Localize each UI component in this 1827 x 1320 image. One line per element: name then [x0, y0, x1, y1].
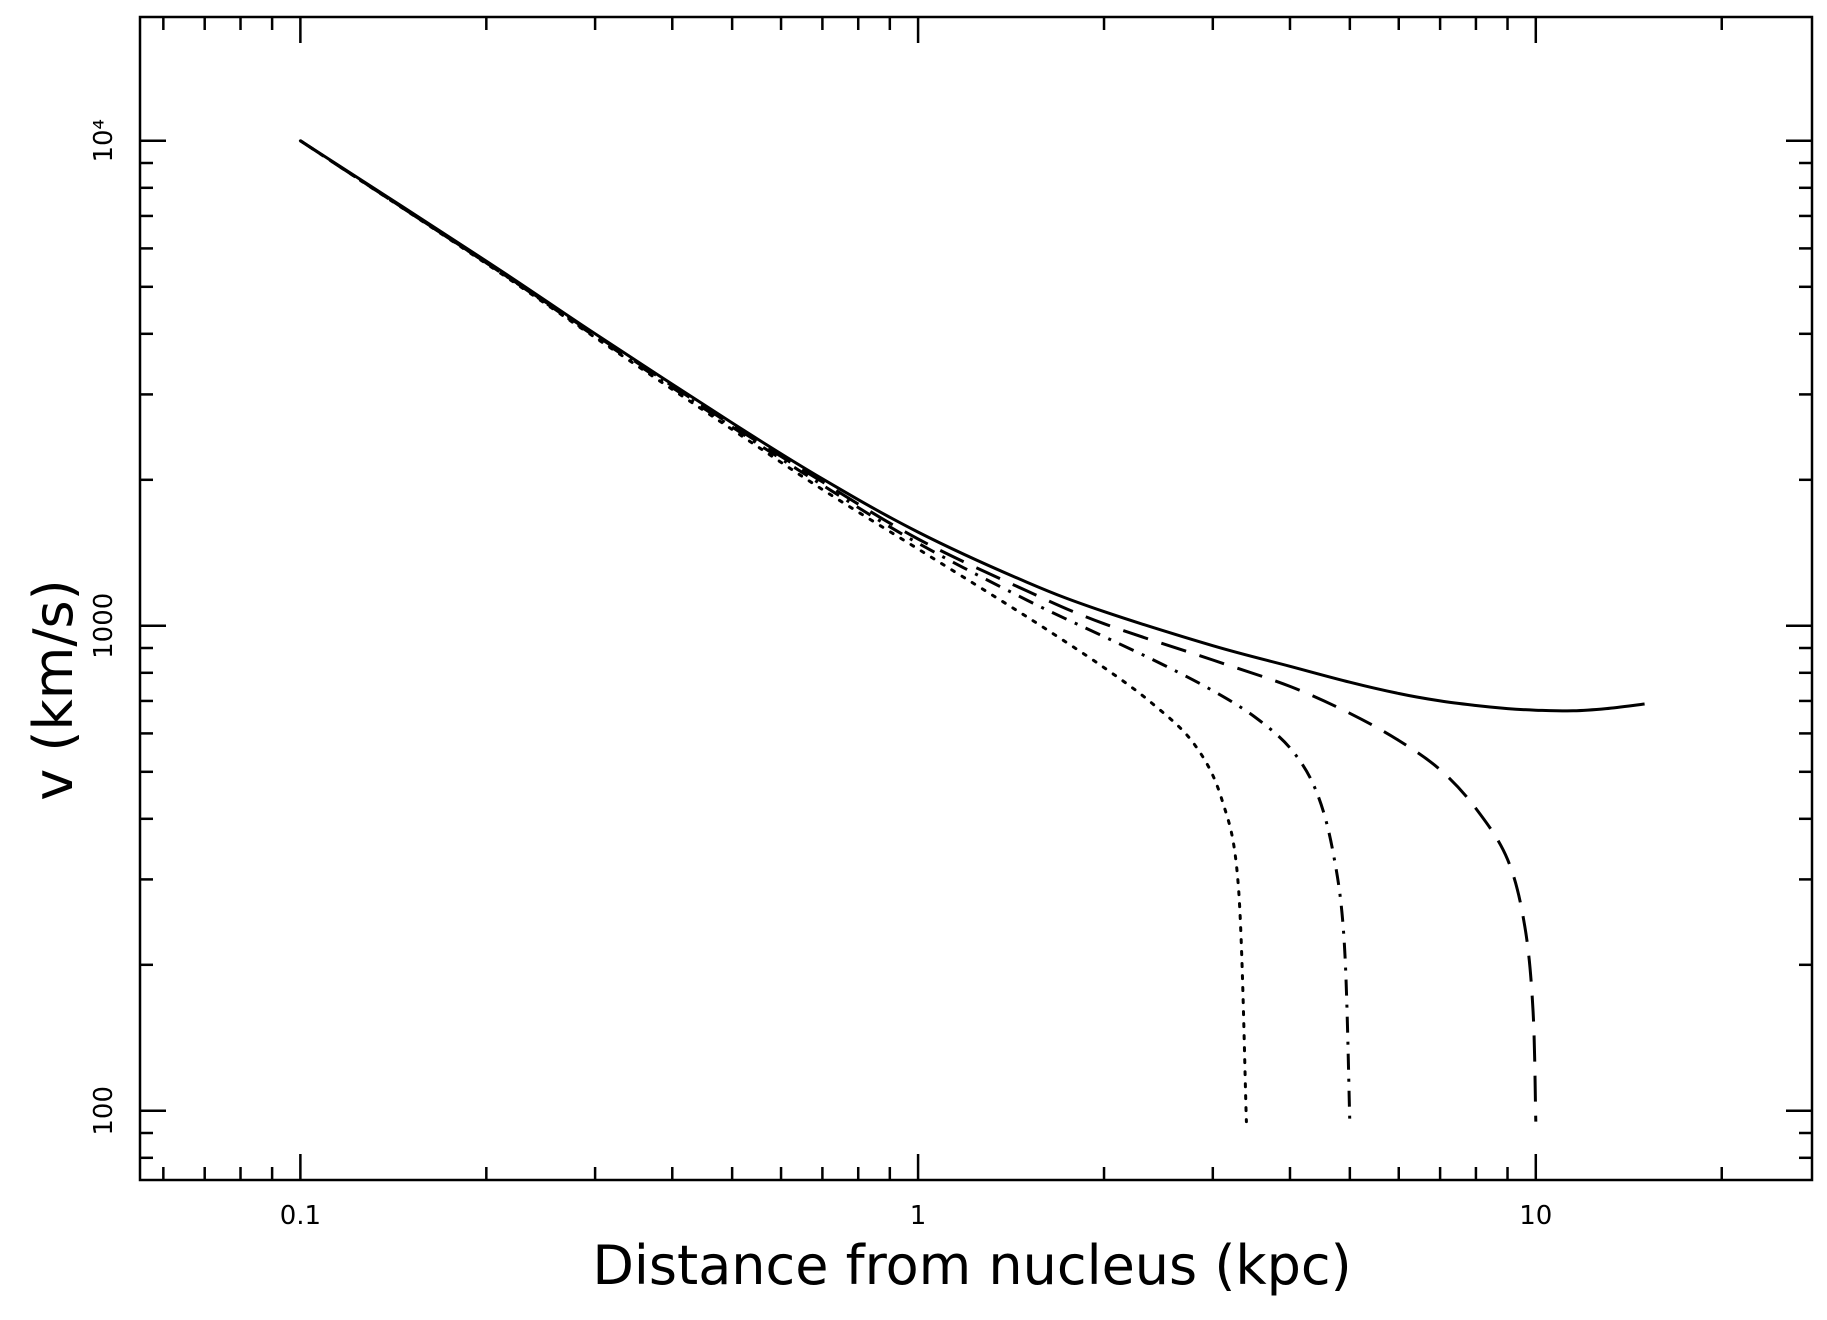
- curve-solid: [299, 139, 1645, 713]
- tick-labels: 0.1 1 10 100 1000 10⁴: [89, 119, 1552, 1231]
- y-tick-label: 100: [89, 1086, 119, 1136]
- curve-dash-dot: [299, 139, 1352, 1122]
- x-axis-title: Distance from nucleus (kpc): [592, 1234, 1351, 1297]
- y-axis-title: v (km/s): [22, 579, 85, 800]
- y-tick-label: 1000: [89, 593, 119, 659]
- plot-frame: [138, 15, 1814, 1182]
- y-tick-label: 10⁴: [89, 119, 119, 163]
- axis-ticks: [140, 17, 1812, 1180]
- x-tick-label: 0.1: [280, 1201, 321, 1231]
- curve-dashed: [299, 139, 1538, 1122]
- curves: [298, 139, 1645, 1124]
- x-tick-label: 10: [1519, 1201, 1552, 1231]
- x-tick-label: 1: [910, 1201, 927, 1231]
- curve-dotted: [298, 139, 1248, 1124]
